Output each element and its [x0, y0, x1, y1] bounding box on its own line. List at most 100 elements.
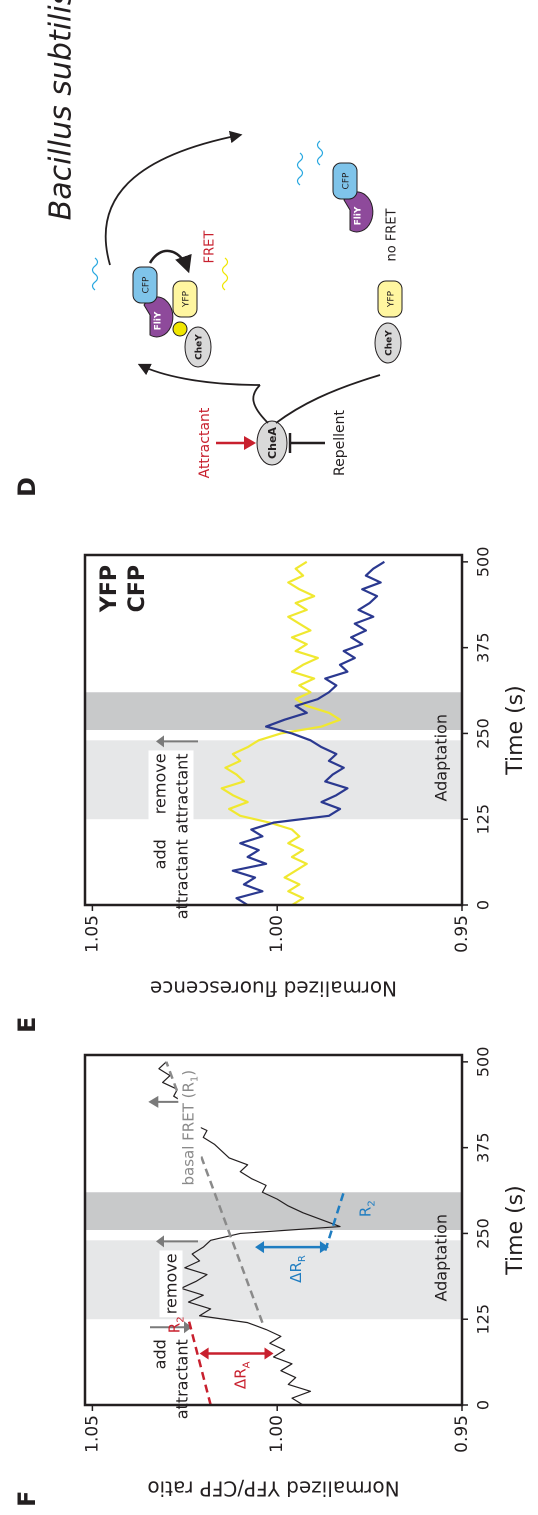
guide-line: [187, 1318, 212, 1406]
y-tick-label: 0.95: [452, 915, 472, 953]
yfp-label: YFP: [387, 290, 397, 308]
pointer-arrow-head: [148, 1095, 159, 1108]
x-tick-label: 250: [474, 718, 493, 749]
cycle-arrow: [104, 130, 243, 266]
arrow-head: [255, 1241, 265, 1254]
event-label: attractant: [173, 753, 192, 833]
label-background: [148, 836, 194, 923]
cfp-label: CFP: [342, 172, 352, 189]
x-tick-label: 375: [474, 632, 493, 663]
annotation: basal FRET (R1): [179, 1070, 200, 1186]
arrow-head: [319, 1241, 329, 1254]
annotation-main: basal FRET (R: [179, 1082, 197, 1185]
nofret-complex: FliY CFP CheY YFP no FRET: [296, 140, 403, 364]
x-tick-label: 250: [474, 1218, 493, 1249]
annotation: R2: [165, 1316, 186, 1333]
shaded-region: [85, 692, 462, 730]
annotation-sub: 1: [189, 1076, 200, 1082]
rotated-figure: D E F Bacillus subtilis Attractant CheA …: [13, 0, 528, 1507]
chey-label: CheY: [385, 330, 395, 356]
panel-label: F: [13, 1491, 41, 1507]
annotation: R2: [356, 1200, 377, 1217]
annotation-main: R: [165, 1323, 183, 1333]
pathway-line: [252, 374, 381, 424]
annotation-main: ΔR: [231, 1368, 249, 1389]
diagram-title: Bacillus subtilis: [44, 0, 79, 220]
annotation: ΔRA: [231, 1361, 252, 1389]
nofret-label: no FRET: [385, 208, 400, 261]
annotation: ΔRR: [286, 1255, 307, 1283]
shaded-region: [85, 1240, 462, 1320]
event-label: add: [151, 1339, 170, 1369]
y-tick-label: 1.05: [82, 915, 102, 953]
legend-entry: CFP: [125, 565, 150, 612]
yfp-label: YFP: [182, 290, 192, 308]
annotation-main: R: [356, 1207, 374, 1217]
attractant-label: Attractant: [197, 407, 213, 478]
x-tick-label: 125: [474, 804, 493, 835]
arrow-head: [264, 1347, 274, 1360]
event-arrow-head: [156, 1235, 164, 1248]
label-background: [159, 1250, 183, 1318]
y-axis-label: Normalized YFP/CFP ratio: [147, 1477, 399, 1501]
annotation-sub: 2: [366, 1200, 377, 1206]
legend-entry: YFP: [97, 565, 122, 613]
label-background: [177, 1067, 201, 1188]
chea-node: [256, 420, 288, 466]
x-tick-label: 375: [474, 1132, 493, 1163]
annotation-after: ): [179, 1070, 197, 1076]
chey-label: CheY: [195, 334, 205, 360]
y-tick-label: 1.00: [267, 1415, 287, 1453]
event-label: remove: [151, 753, 170, 814]
data-line: [231, 560, 385, 906]
shaded-region: [85, 1192, 462, 1230]
fliy-label: FliY: [154, 311, 164, 330]
y-tick-label: 0.95: [452, 1415, 472, 1453]
shade-label: Adaptation: [432, 1214, 451, 1302]
event-label: add: [151, 839, 170, 869]
x-axis-label: Time (s): [503, 685, 528, 775]
y-axis-label: Normalized fluorescence: [150, 977, 397, 1001]
fret-complex: CheY FliY YFP CFP FRET: [91, 231, 229, 368]
x-tick-label: 500: [474, 1047, 493, 1078]
event-label: remove: [162, 1253, 181, 1314]
y-tick-label: 1.05: [82, 1415, 102, 1453]
shaded-region: [85, 740, 462, 820]
panel-label: D: [13, 477, 41, 497]
event-arrow-head: [156, 735, 164, 748]
y-tick-label: 1.00: [267, 915, 287, 953]
label-background: [148, 1336, 194, 1423]
x-tick-label: 0: [474, 900, 493, 910]
fret-label: FRET: [203, 231, 218, 264]
cfp-label: CFP: [142, 276, 152, 293]
event-label: attractant: [173, 1339, 192, 1419]
arrow-head: [199, 1347, 209, 1360]
event-label: attractant: [173, 839, 192, 919]
plot-frame: [83, 1053, 464, 1407]
annotation-main: ΔR: [286, 1262, 304, 1283]
fliy-label: FliY: [354, 206, 364, 225]
x-axis-label: Time (s): [503, 1185, 528, 1275]
plot-frame: [83, 553, 464, 907]
shade-label: Adaptation: [432, 714, 451, 802]
arrow-head: [244, 436, 256, 450]
x-tick-label: 0: [474, 1400, 493, 1410]
x-tick-label: 125: [474, 1304, 493, 1335]
chea-label: CheA: [266, 427, 279, 459]
guide-line: [165, 1061, 264, 1324]
repellent-label: Repellent: [332, 410, 348, 476]
event-arrow-head: [184, 1321, 192, 1334]
annotation-sub: 2: [175, 1316, 186, 1322]
cycle-arrow: [137, 363, 261, 386]
data-line: [220, 560, 342, 906]
annotation-sub: R: [296, 1255, 307, 1262]
panel-label: E: [13, 1017, 41, 1033]
diagram: Bacillus subtilis Attractant CheA Repell…: [44, 0, 403, 478]
label-background: [148, 750, 194, 837]
x-tick-label: 500: [474, 547, 493, 578]
guide-line: [324, 1191, 345, 1251]
